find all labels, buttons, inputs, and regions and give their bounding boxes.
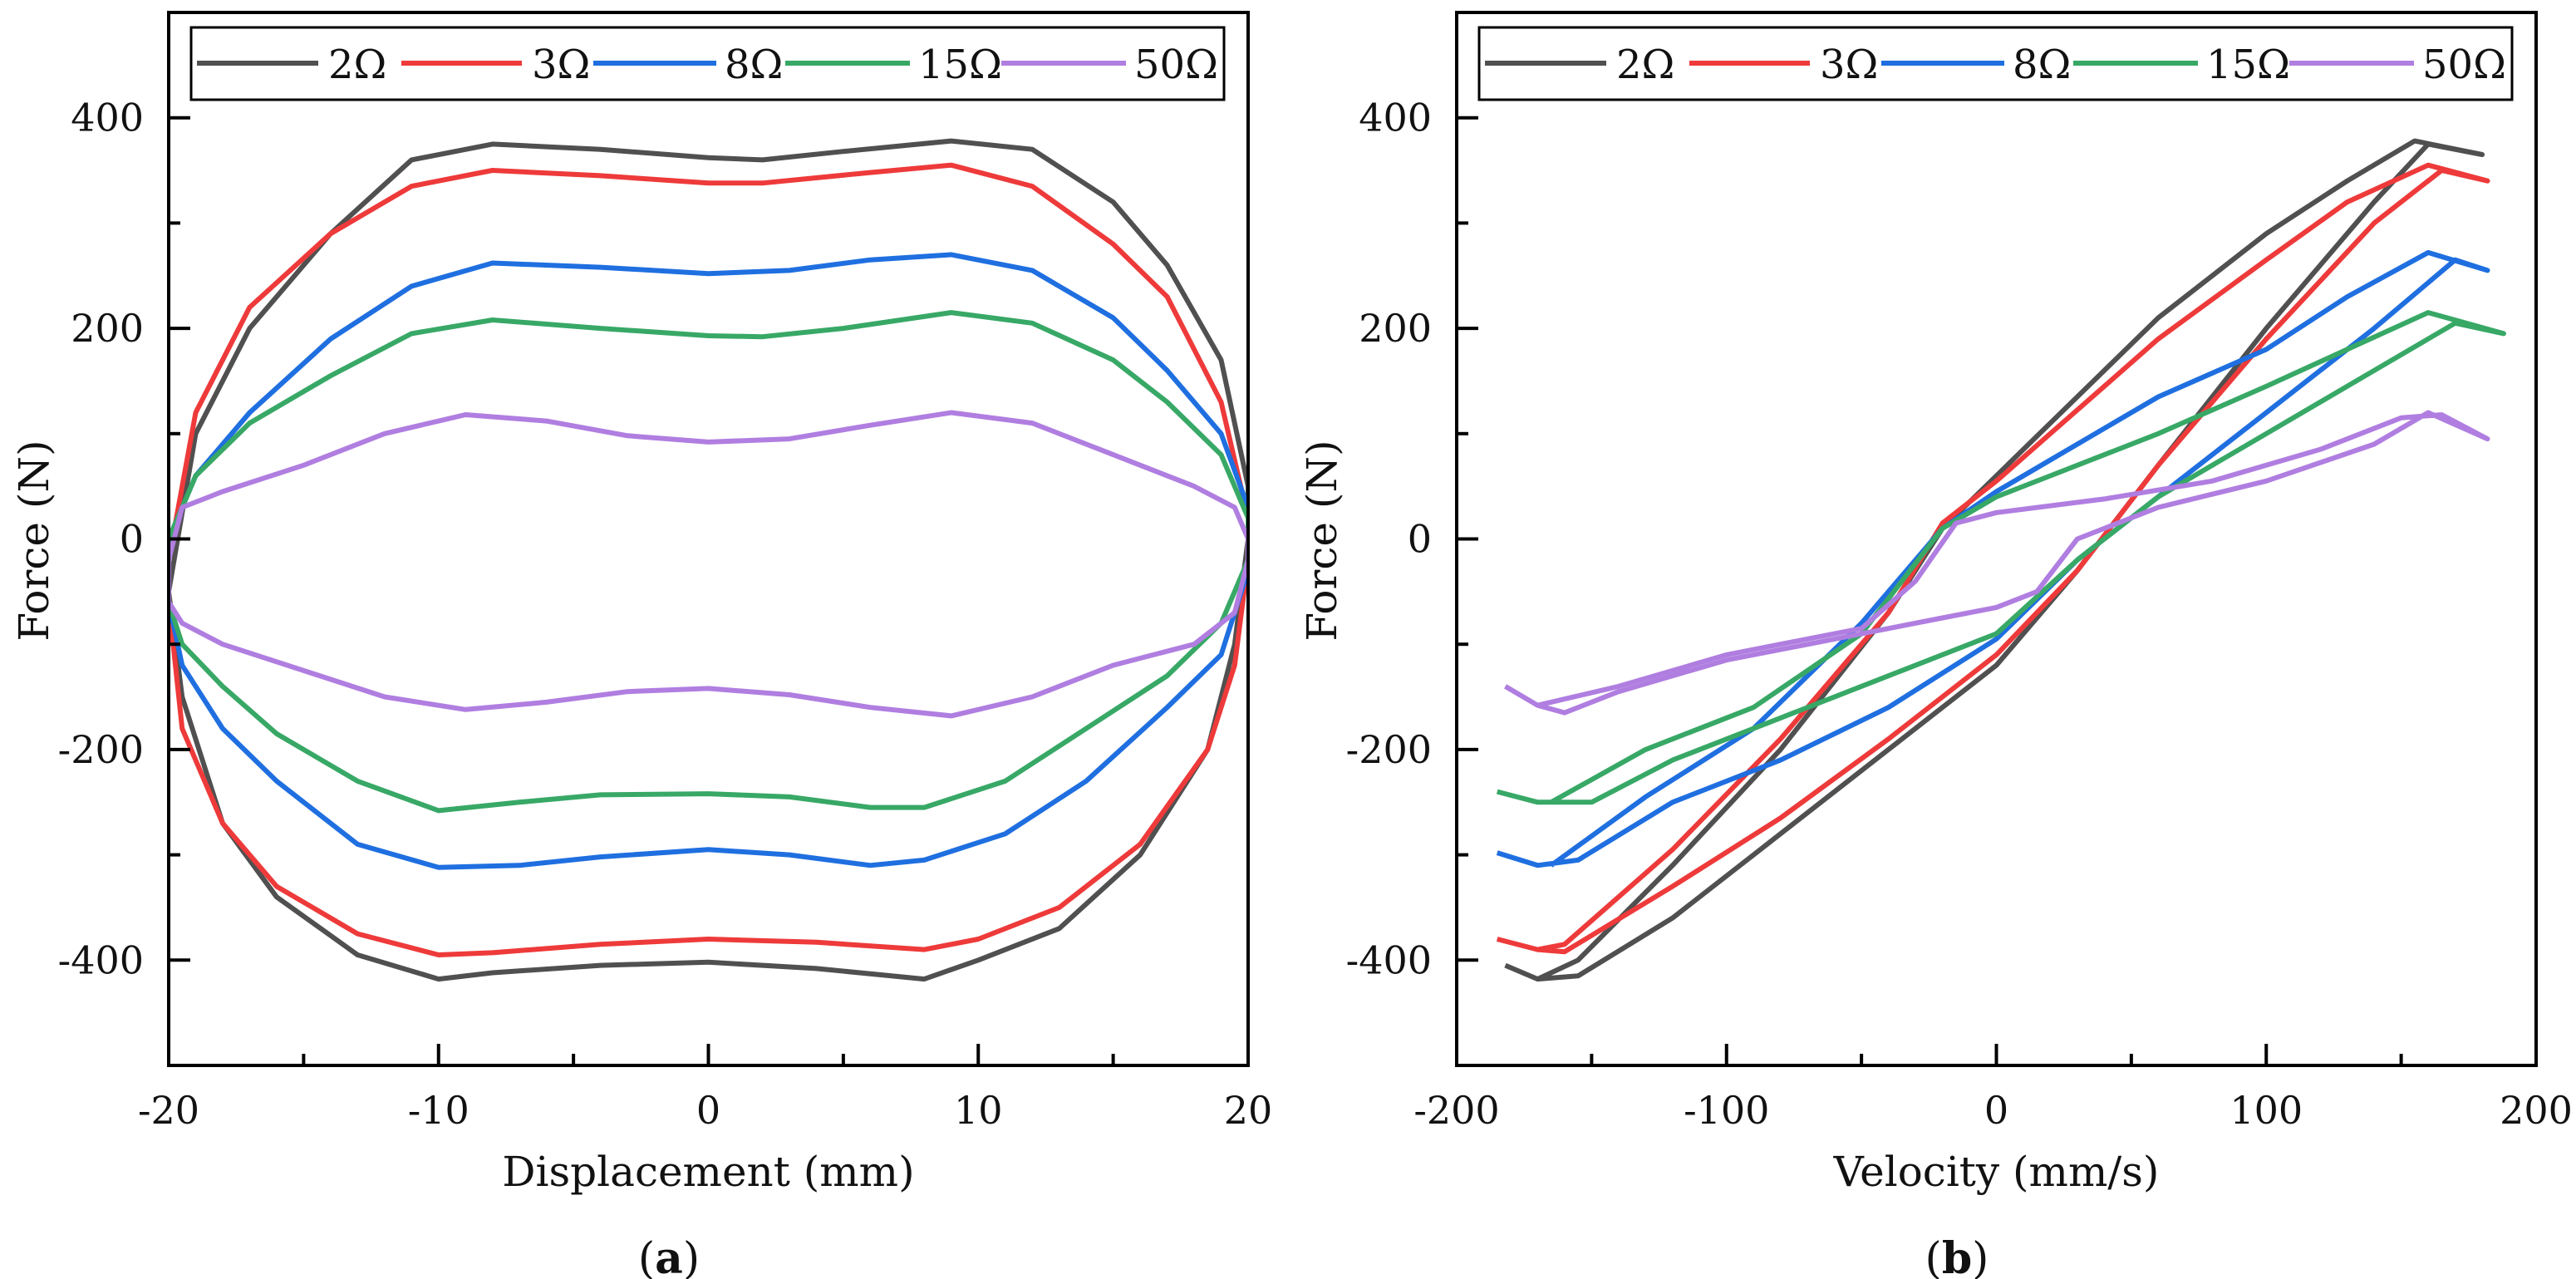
chart-panel-a: 400 200 0 -200 -400 -20 -10 0 10 20 Displacement (… xyxy=(10,11,1273,1279)
x-tick-label: 10 xyxy=(954,1088,1003,1133)
series-group xyxy=(169,138,1248,982)
x-tick-label: 200 xyxy=(2500,1088,2573,1133)
legend-item-8ohm: 8Ω xyxy=(1881,42,2071,88)
x-tick-label: 0 xyxy=(696,1088,720,1133)
series-line-50ohm xyxy=(169,410,1248,719)
y-tick-label: -400 xyxy=(58,937,144,982)
series-line-15ohm xyxy=(1496,310,2506,805)
legend-label: 2Ω xyxy=(328,42,386,88)
x-axis-title: Displacement (mm) xyxy=(502,1148,914,1196)
subfigure-caption: (a) xyxy=(638,1233,700,1279)
subfigure-caption: (b) xyxy=(1925,1233,1989,1279)
y-axis-title: Force (N) xyxy=(10,440,58,641)
y-tick-label: 400 xyxy=(71,96,144,140)
series-line-15ohm xyxy=(169,310,1248,814)
series-group xyxy=(1496,138,2506,982)
legend-item-2ohm: 2Ω xyxy=(197,42,386,88)
x-tick-label: -100 xyxy=(1684,1088,1769,1133)
legend: 2Ω 3Ω 8Ω 15Ω 50Ω xyxy=(1477,26,2514,101)
legend-item-8ohm: 8Ω xyxy=(593,42,783,88)
caption-close: ) xyxy=(1972,1234,1989,1279)
y-tick-label: 0 xyxy=(120,517,144,562)
x-tick-label: -200 xyxy=(1413,1088,1499,1133)
legend-item-15ohm: 15Ω xyxy=(785,42,1002,88)
series-line-2ohm xyxy=(169,138,1248,982)
series-line-3ohm xyxy=(169,162,1248,957)
legend-item-3ohm: 3Ω xyxy=(1689,42,1878,88)
legend-label: 15Ω xyxy=(2206,42,2290,88)
legend: 2Ω 3Ω 8Ω 15Ω 50Ω xyxy=(189,26,1226,101)
y-tick-label: 200 xyxy=(71,306,144,351)
legend-item-15ohm: 15Ω xyxy=(2073,42,2290,88)
caption-open: ( xyxy=(638,1234,655,1279)
caption-close: ) xyxy=(683,1234,700,1279)
legend-label: 3Ω xyxy=(532,42,590,88)
caption-letter: a xyxy=(655,1233,683,1279)
y-tick-label: -400 xyxy=(1346,937,1432,982)
chart-panel-b: 400 200 0 -200 -400 -200 -100 0 100 200 Velocity (… xyxy=(1298,11,2573,1279)
legend-label: 50Ω xyxy=(2422,42,2506,88)
x-tick-label: 20 xyxy=(1224,1088,1273,1133)
legend-label: 2Ω xyxy=(1616,42,1674,88)
legend-item-2ohm: 2Ω xyxy=(1485,42,1674,88)
legend-label: 8Ω xyxy=(2013,42,2071,88)
y-tick-label: -200 xyxy=(58,727,144,772)
series-line-3ohm xyxy=(1496,162,2490,955)
legend-label: 15Ω xyxy=(918,42,1002,88)
legend-item-50ohm: 50Ω xyxy=(1001,42,1218,88)
y-tick-label: 400 xyxy=(1359,96,1432,140)
legend-label: 50Ω xyxy=(1134,42,1218,88)
plot-frame xyxy=(1455,11,2538,1067)
legend-item-50ohm: 50Ω xyxy=(2289,42,2506,88)
y-tick-label: 0 xyxy=(1408,517,1432,562)
y-axis-title: Force (N) xyxy=(1298,440,1346,641)
x-tick-label: -20 xyxy=(138,1088,199,1133)
plot-frame xyxy=(167,11,1250,1067)
series-line-50ohm xyxy=(1503,410,2490,716)
x-tick-label: -10 xyxy=(408,1088,469,1133)
y-tick-label: -200 xyxy=(1346,727,1432,772)
x-tick-label: 0 xyxy=(1984,1088,2008,1133)
x-tick-label: 100 xyxy=(2229,1088,2303,1133)
caption-open: ( xyxy=(1925,1234,1942,1279)
caption-letter: b xyxy=(1942,1233,1972,1279)
y-tick-label: 200 xyxy=(1359,306,1432,351)
legend-label: 3Ω xyxy=(1820,42,1878,88)
x-axis-title: Velocity (mm/s) xyxy=(1833,1148,2160,1196)
legend-item-3ohm: 3Ω xyxy=(401,42,590,88)
legend-label: 8Ω xyxy=(725,42,783,88)
